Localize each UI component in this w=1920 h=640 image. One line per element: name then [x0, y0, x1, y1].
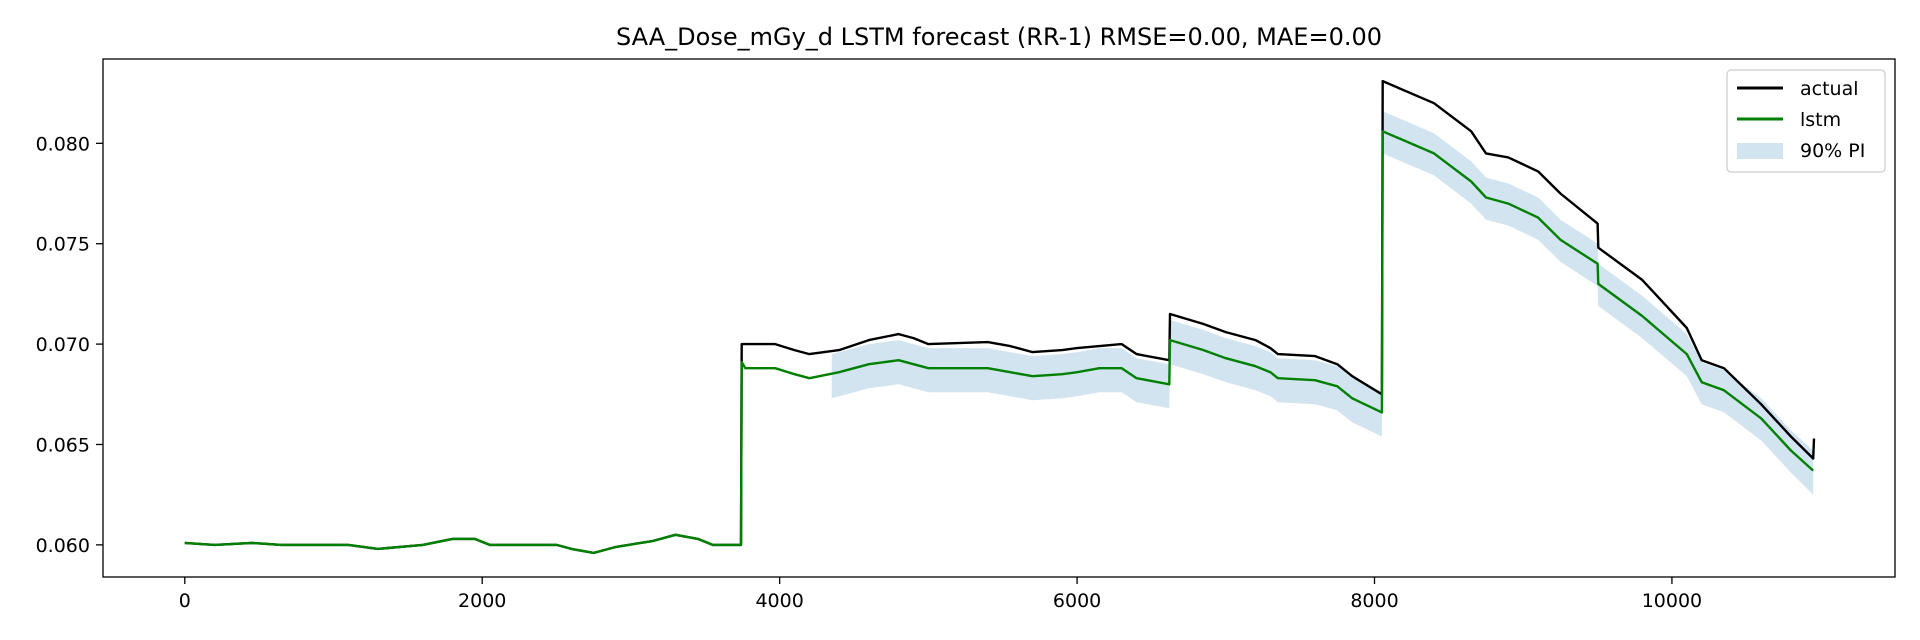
plot-area: [103, 59, 1895, 577]
x-tick-label: 2000: [458, 590, 506, 612]
y-axis: 0.060 0.065 0.070 0.075 0.080: [36, 133, 103, 557]
plot-frame: [102, 58, 1896, 578]
x-tick-label: 4000: [755, 590, 803, 612]
x-axis: 0 2000 4000 6000 8000 10000: [179, 577, 1702, 612]
y-tick-label: 0.075: [36, 234, 90, 256]
legend-swatch-pi: [1737, 143, 1783, 159]
y-tick-label: 0.070: [36, 334, 90, 356]
x-tick-label: 8000: [1350, 590, 1398, 612]
y-tick-label: 0.060: [36, 535, 90, 557]
y-tick-label: 0.080: [36, 133, 90, 155]
prediction-interval-layer: [831, 111, 1814, 495]
legend: actual lstm 90% PI: [1726, 69, 1886, 173]
x-tick-label: 0: [179, 590, 191, 612]
series-line-lstm: [184, 130, 1815, 555]
legend-box: [1726, 69, 1886, 173]
y-tick-label: 0.065: [36, 434, 90, 456]
legend-label-pi: 90% PI: [1800, 140, 1865, 162]
chart-title: SAA_Dose_mGy_d LSTM forecast (RR-1) RMSE…: [616, 23, 1382, 51]
series-layer: [184, 79, 1816, 555]
x-tick-label: 6000: [1053, 590, 1101, 612]
legend-label-lstm: lstm: [1800, 109, 1841, 131]
prediction-interval-band: [831, 111, 1814, 495]
x-tick-label: 10000: [1642, 590, 1702, 612]
legend-label-actual: actual: [1800, 78, 1859, 100]
